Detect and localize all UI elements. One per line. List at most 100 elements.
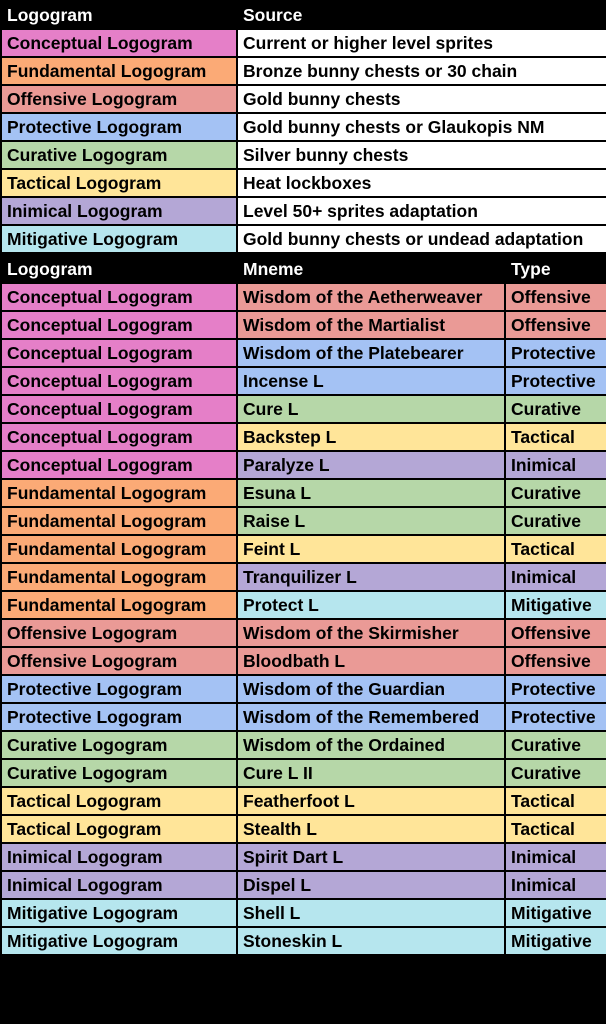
table-row: Fundamental Logogram Protect L Mitigative — [0, 590, 606, 620]
mneme-cell: Backstep L — [236, 422, 506, 452]
type-cell: Protective — [504, 338, 606, 368]
sources-table: Logogram Source Conceptual Logogram Curre… — [0, 0, 606, 254]
table-row: Offensive Logogram Bloodbath L Offensive — [0, 646, 606, 676]
source-cell: Bronze bunny chests or 30 chain — [236, 56, 606, 86]
header-type: Type — [504, 254, 606, 284]
type-cell: Offensive — [504, 618, 606, 648]
table-row: Conceptual Logogram Incense L Protective — [0, 366, 606, 396]
table-row: Curative Logogram Wisdom of the Ordained C… — [0, 730, 606, 760]
type-cell: Tactical — [504, 786, 606, 816]
type-cell: Protective — [504, 366, 606, 396]
logogram-cell: Fundamental Logogram — [0, 590, 238, 620]
table-row: Offensive Logogram Gold bunny chests — [0, 84, 606, 114]
logogram-cell: Fundamental Logogram — [0, 56, 238, 86]
logogram-cell: Conceptual Logogram — [0, 422, 238, 452]
logogram-cell: Curative Logogram — [0, 140, 238, 170]
table-row: Conceptual Logogram Wisdom of the Aetherw… — [0, 282, 606, 312]
logogram-cell: Conceptual Logogram — [0, 338, 238, 368]
sources-header-row: Logogram Source — [0, 0, 606, 30]
mnemes-table: Logogram Mneme Type Conceptual Logogram W… — [0, 254, 606, 956]
logogram-cell: Offensive Logogram — [0, 84, 238, 114]
mneme-cell: Raise L — [236, 506, 506, 536]
type-cell: Offensive — [504, 310, 606, 340]
type-cell: Inimical — [504, 870, 606, 900]
type-cell: Mitigative — [504, 898, 606, 928]
type-cell: Offensive — [504, 646, 606, 676]
type-cell: Tactical — [504, 422, 606, 452]
logogram-cell: Protective Logogram — [0, 674, 238, 704]
table-row: Protective Logogram Gold bunny chests or … — [0, 112, 606, 142]
logogram-cell: Fundamental Logogram — [0, 534, 238, 564]
type-cell: Protective — [504, 674, 606, 704]
logogram-cell: Protective Logogram — [0, 112, 238, 142]
logogram-cell: Conceptual Logogram — [0, 310, 238, 340]
logogram-cell: Inimical Logogram — [0, 196, 238, 226]
type-cell: Inimical — [504, 842, 606, 872]
logogram-cell: Conceptual Logogram — [0, 282, 238, 312]
source-cell: Gold bunny chests or undead adaptation — [236, 224, 606, 254]
source-cell: Current or higher level sprites — [236, 28, 606, 58]
table-row: Inimical Logogram Dispel L Inimical — [0, 870, 606, 900]
table-row: Inimical Logogram Level 50+ sprites adapt… — [0, 196, 606, 226]
table-row: Curative Logogram Silver bunny chests — [0, 140, 606, 170]
logogram-cell: Conceptual Logogram — [0, 366, 238, 396]
mneme-cell: Wisdom of the Skirmisher — [236, 618, 506, 648]
table-row: Conceptual Logogram Current or higher lev… — [0, 28, 606, 58]
table-row: Offensive Logogram Wisdom of the Skirmish… — [0, 618, 606, 648]
type-cell: Tactical — [504, 814, 606, 844]
table-row: Conceptual Logogram Cure L Curative — [0, 394, 606, 424]
type-cell: Curative — [504, 506, 606, 536]
table-row: Tactical Logogram Stealth L Tactical — [0, 814, 606, 844]
mneme-cell: Stoneskin L — [236, 926, 506, 956]
type-cell: Mitigative — [504, 590, 606, 620]
type-cell: Inimical — [504, 450, 606, 480]
logogram-cell: Fundamental Logogram — [0, 562, 238, 592]
mneme-cell: Incense L — [236, 366, 506, 396]
mneme-cell: Wisdom of the Aetherweaver — [236, 282, 506, 312]
header-source: Source — [236, 0, 606, 30]
table-row: Tactical Logogram Heat lockboxes — [0, 168, 606, 198]
table-row: Conceptual Logogram Wisdom of the Platebe… — [0, 338, 606, 368]
table-row: Conceptual Logogram Wisdom of the Martial… — [0, 310, 606, 340]
logogram-cell: Mitigative Logogram — [0, 898, 238, 928]
mneme-cell: Feint L — [236, 534, 506, 564]
logogram-cell: Curative Logogram — [0, 730, 238, 760]
mneme-cell: Wisdom of the Guardian — [236, 674, 506, 704]
type-cell: Protective — [504, 702, 606, 732]
source-cell: Gold bunny chests or Glaukopis NM — [236, 112, 606, 142]
table-row: Fundamental Logogram Raise L Curative — [0, 506, 606, 536]
mneme-cell: Paralyze L — [236, 450, 506, 480]
mneme-cell: Dispel L — [236, 870, 506, 900]
source-cell: Gold bunny chests — [236, 84, 606, 114]
table-row: Mitigative Logogram Shell L Mitigative — [0, 898, 606, 928]
mneme-cell: Spirit Dart L — [236, 842, 506, 872]
table-row: Protective Logogram Wisdom of the Guardia… — [0, 674, 606, 704]
table-row: Conceptual Logogram Backstep L Tactical — [0, 422, 606, 452]
logogram-cell: Curative Logogram — [0, 758, 238, 788]
type-cell: Tactical — [504, 534, 606, 564]
table-row: Fundamental Logogram Bronze bunny chests … — [0, 56, 606, 86]
type-cell: Curative — [504, 730, 606, 760]
header-mneme: Mneme — [236, 254, 506, 284]
source-cell: Heat lockboxes — [236, 168, 606, 198]
mneme-cell: Esuna L — [236, 478, 506, 508]
logogram-cell: Tactical Logogram — [0, 168, 238, 198]
mneme-cell: Bloodbath L — [236, 646, 506, 676]
logogram-cell: Conceptual Logogram — [0, 394, 238, 424]
logogram-cell: Offensive Logogram — [0, 646, 238, 676]
mneme-cell: Wisdom of the Ordained — [236, 730, 506, 760]
mneme-cell: Shell L — [236, 898, 506, 928]
logogram-cell: Mitigative Logogram — [0, 926, 238, 956]
mnemes-header-row: Logogram Mneme Type — [0, 254, 606, 284]
type-cell: Offensive — [504, 282, 606, 312]
logogram-cell: Inimical Logogram — [0, 870, 238, 900]
logogram-cell: Tactical Logogram — [0, 786, 238, 816]
source-cell: Level 50+ sprites adaptation — [236, 196, 606, 226]
type-cell: Curative — [504, 394, 606, 424]
header-logogram: Logogram — [0, 0, 238, 30]
logogram-cell: Fundamental Logogram — [0, 506, 238, 536]
table-row: Mitigative Logogram Gold bunny chests or … — [0, 224, 606, 254]
type-cell: Curative — [504, 758, 606, 788]
logogram-cell: Protective Logogram — [0, 702, 238, 732]
mneme-cell: Stealth L — [236, 814, 506, 844]
